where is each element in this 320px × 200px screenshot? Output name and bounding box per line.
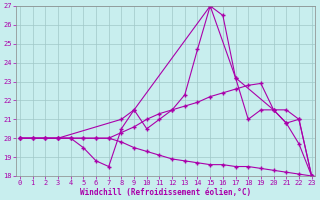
X-axis label: Windchill (Refroidissement éolien,°C): Windchill (Refroidissement éolien,°C) bbox=[80, 188, 251, 197]
